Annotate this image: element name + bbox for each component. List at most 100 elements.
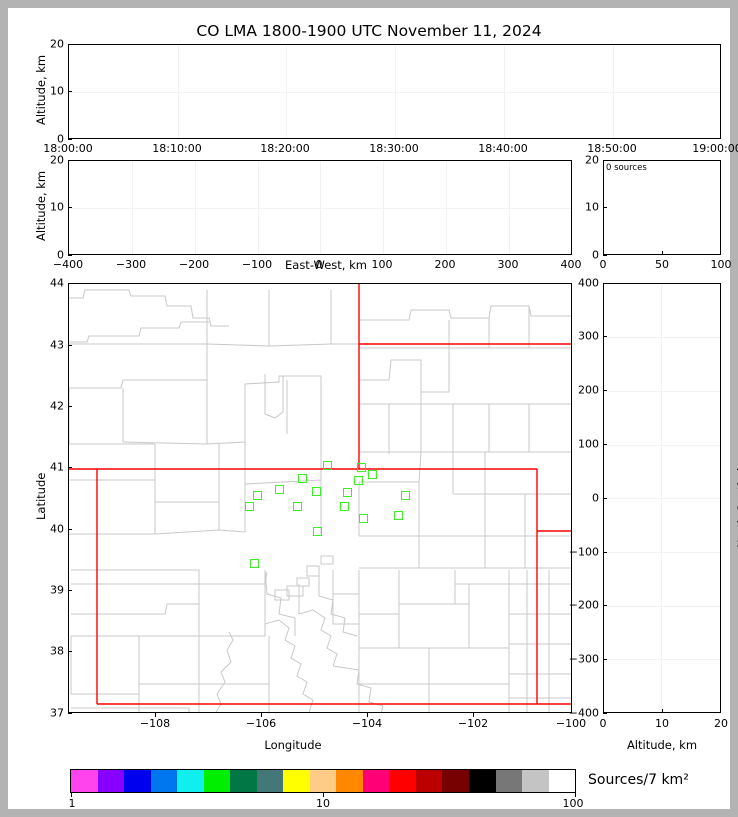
- axis-tick-label: 0: [599, 258, 607, 271]
- colorbar-swatch: [362, 770, 390, 792]
- tick: [323, 793, 324, 797]
- tick: [603, 552, 607, 553]
- axis-tick-label: 39: [50, 583, 64, 597]
- tick: [603, 390, 607, 391]
- axis-tick-label: 38: [50, 644, 64, 658]
- source-marker: [343, 488, 352, 497]
- colorbar-swatch: [389, 770, 416, 792]
- axis-tick-label: 43: [50, 338, 64, 352]
- axis-tick-label: 18:20:00: [260, 142, 310, 155]
- axis-tick-label: −400: [52, 258, 84, 271]
- tick: [603, 444, 607, 445]
- colorbar-swatch: [495, 770, 523, 792]
- colorbar-swatch: [522, 770, 549, 792]
- axis-tick-label: 19:00:00: [692, 142, 738, 155]
- tick: [68, 160, 72, 161]
- axis-tick-label: 0: [315, 258, 323, 271]
- axis-title-altitude-ns: Altitude, km: [626, 738, 698, 752]
- source-marker: [313, 527, 322, 536]
- axis-tick-label: 18:00:00: [43, 142, 93, 155]
- colorbar-swatch: [336, 770, 363, 792]
- axis-tick-label: 20: [50, 153, 64, 167]
- panel-source-histogram: [603, 160, 721, 255]
- axis-tick-label: 400: [560, 258, 582, 271]
- tick: [68, 207, 72, 208]
- lma-figure: CO LMA 1800-1900 UTC November 11, 2024 0…: [8, 8, 738, 810]
- colorbar-swatch: [283, 770, 310, 792]
- axis-tick-label: −300: [568, 652, 599, 666]
- tick: [155, 713, 156, 717]
- axis-tick-label: 10: [655, 717, 669, 730]
- colorbar-swatch: [230, 770, 257, 792]
- axis-title-latitude: Latitude: [34, 472, 48, 520]
- axis-tick-label: 18:40:00: [478, 142, 528, 155]
- axis-tick-label: −102: [457, 717, 489, 730]
- tick: [662, 709, 663, 713]
- tick: [68, 44, 72, 45]
- tick: [68, 406, 72, 407]
- axis-tick-label: 300: [497, 258, 519, 271]
- axis-title-east-west: East-West, km: [285, 258, 367, 272]
- axis-tick-label: −300: [115, 258, 147, 271]
- axis-tick-label: 18:30:00: [369, 142, 419, 155]
- axis-tick-label: −400: [568, 706, 599, 720]
- colorbar-swatch: [97, 770, 125, 792]
- panel-map[interactable]: [68, 283, 572, 713]
- source-marker: [359, 514, 368, 523]
- colorbar: [70, 769, 576, 793]
- source-marker: [253, 491, 262, 500]
- axis-tick-label: 10: [585, 200, 599, 214]
- source-marker: [275, 485, 284, 494]
- source-marker: [354, 476, 363, 485]
- panel-time-height: [68, 44, 721, 139]
- colorbar-swatch: [415, 770, 443, 792]
- source-marker: [250, 559, 259, 568]
- axis-tick-label: −200: [568, 598, 599, 612]
- colorbar-swatch: [548, 770, 576, 792]
- axis-tick-label: 18:50:00: [587, 142, 637, 155]
- axis-tick-label: 50: [655, 258, 669, 271]
- colorbar-tick-label: 1: [68, 797, 76, 810]
- axis-title-longitude: Longitude: [264, 738, 322, 752]
- axis-tick-label: 0: [57, 248, 64, 262]
- axis-tick-label: 10: [50, 84, 64, 98]
- tick: [603, 498, 607, 499]
- axis-tick-label: 18:10:00: [152, 142, 202, 155]
- tick: [575, 793, 576, 797]
- axis-tick-label: 44: [50, 276, 64, 290]
- axis-tick-label: 0: [57, 132, 64, 146]
- axis-tick-label: 41: [50, 460, 64, 474]
- axis-tick-label: 100: [371, 258, 393, 271]
- colorbar-swatch: [124, 770, 151, 792]
- source-marker: [323, 461, 332, 470]
- axis-tick-label: −104: [351, 717, 383, 730]
- colorbar-label: Sources/7 km²: [588, 772, 689, 788]
- axis-tick-label: −100: [555, 717, 587, 730]
- tick: [603, 283, 607, 284]
- figure-title: CO LMA 1800-1900 UTC November 11, 2024: [196, 22, 542, 40]
- colorbar-swatch: [256, 770, 284, 792]
- axis-tick-label: 20: [50, 37, 64, 51]
- axis-tick-label: −200: [178, 258, 210, 271]
- source-marker: [298, 474, 307, 483]
- axis-tick-label: 300: [578, 329, 599, 343]
- axis-tick-label: 20: [585, 153, 599, 167]
- tick: [603, 713, 607, 714]
- tick: [68, 651, 72, 652]
- tick: [68, 255, 72, 256]
- axis-tick-label: −108: [139, 717, 171, 730]
- source-marker: [401, 491, 410, 500]
- axis-tick-label: 100: [710, 258, 732, 271]
- tick: [68, 345, 72, 346]
- tick: [68, 467, 72, 468]
- tick: [473, 713, 474, 717]
- tick: [662, 251, 663, 255]
- axis-tick-label: 0: [599, 717, 607, 730]
- axis-tick-label: 0: [592, 491, 599, 505]
- tick: [603, 255, 607, 256]
- colorbar-swatch: [468, 770, 496, 792]
- source-marker: [368, 470, 377, 479]
- source-count-annotation: 0 sources: [606, 163, 647, 173]
- tick: [68, 91, 72, 92]
- source-marker: [357, 463, 366, 472]
